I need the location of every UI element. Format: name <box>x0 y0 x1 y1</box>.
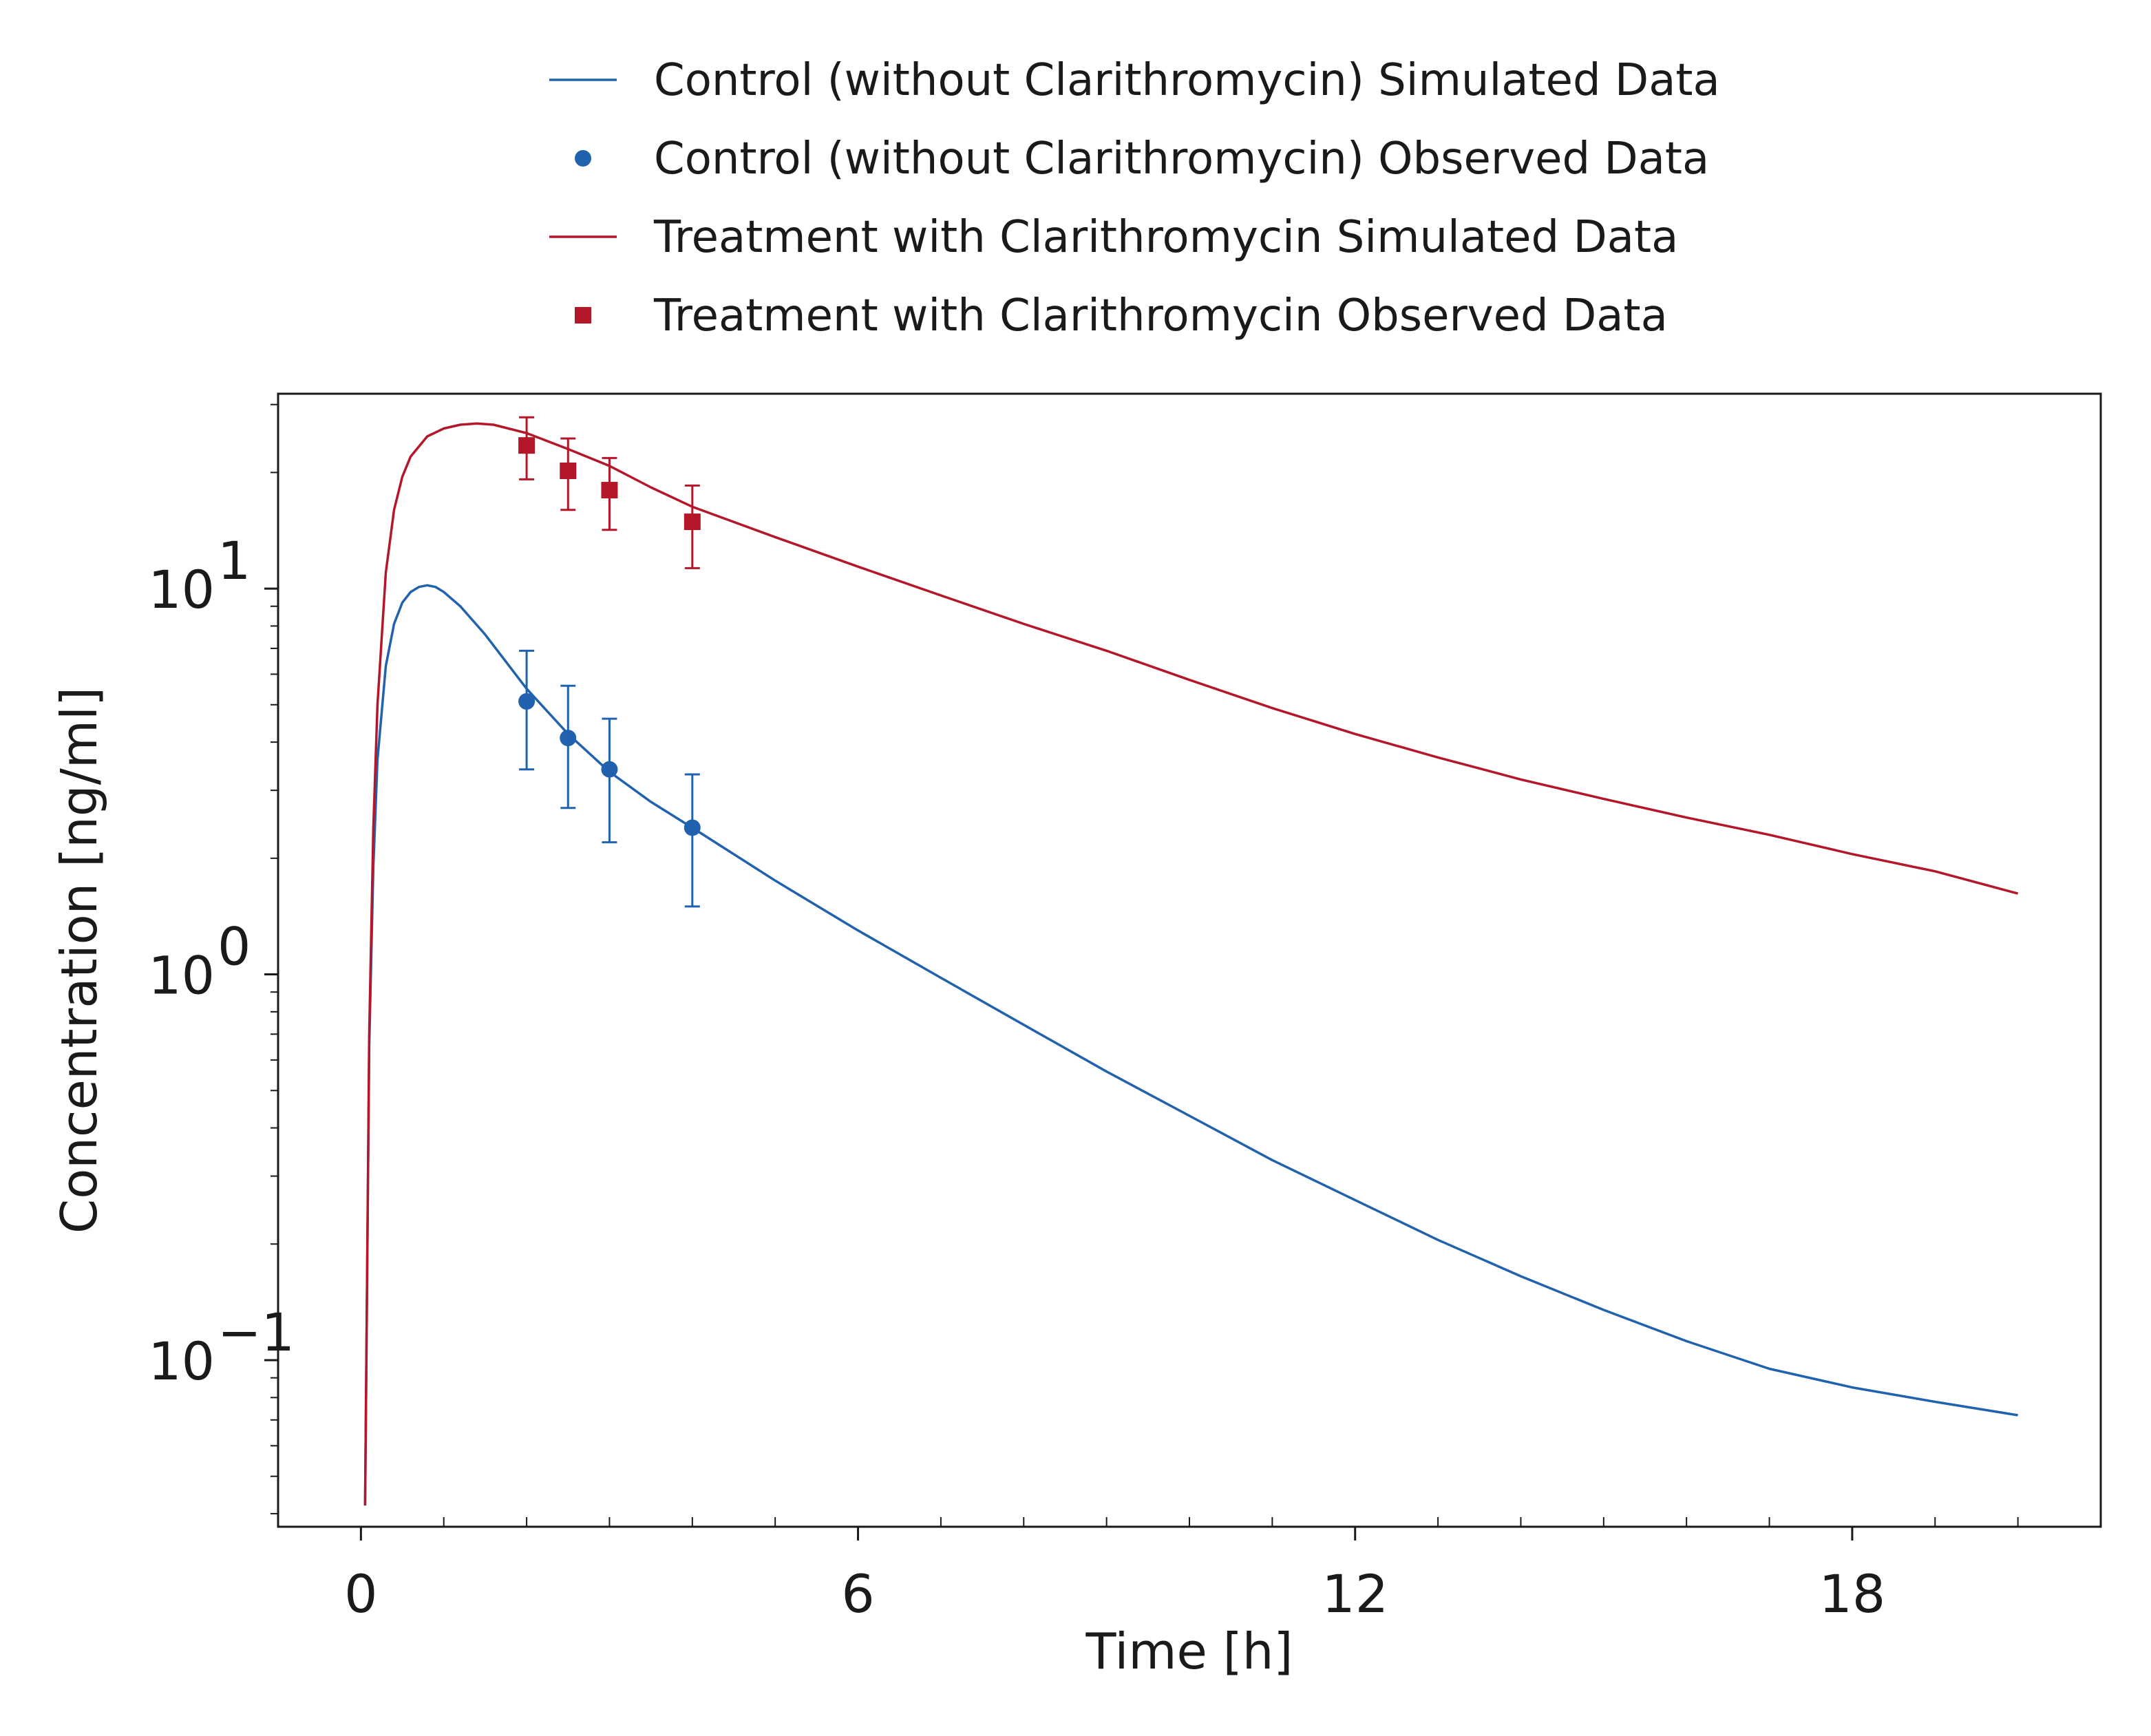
data-point <box>560 462 577 479</box>
legend-label: Control (without Clarithromycin) Observe… <box>654 134 1709 184</box>
y-tick-exponent: 0 <box>218 916 251 977</box>
data-point <box>518 693 536 710</box>
legend-swatch-marker <box>575 150 591 167</box>
x-tick-label: 6 <box>841 1563 874 1624</box>
data-point <box>560 730 577 747</box>
x-axis-label: Time [h] <box>1085 1622 1293 1680</box>
y-tick-label: 10 <box>148 1331 215 1392</box>
y-tick-label: 10 <box>148 945 215 1006</box>
data-point <box>518 437 536 454</box>
y-tick-exponent: 1 <box>218 530 251 591</box>
legend-swatch-marker <box>575 307 591 324</box>
y-axis-label: Concentration [ng/ml] <box>50 687 108 1234</box>
minor-ticks <box>271 403 2019 1527</box>
legend-label: Control (without Clarithromycin) Simulat… <box>654 55 1720 106</box>
plot-frame <box>277 392 2102 1528</box>
series-line <box>363 584 2018 1506</box>
y-tick-exponent: −1 <box>218 1302 295 1363</box>
data-point <box>684 514 701 531</box>
x-axis-ticks: 0 6 12 18 <box>344 1527 1885 1624</box>
y-tick-label: 10 <box>148 559 215 620</box>
x-tick-label: 0 <box>344 1563 377 1624</box>
data-point <box>601 482 618 499</box>
legend-label: Treatment with Clarithromycin Simulated … <box>653 212 1678 263</box>
x-tick-label: 12 <box>1322 1563 1388 1624</box>
legend-label: Treatment with Clarithromycin Observed D… <box>653 290 1668 341</box>
x-tick-label: 18 <box>1819 1563 1886 1624</box>
plot-series <box>363 416 2019 1506</box>
data-point <box>684 819 701 836</box>
legend: Control (without Clarithromycin) Simulat… <box>549 55 1720 341</box>
series-line <box>363 422 2019 1506</box>
data-point <box>601 761 618 778</box>
